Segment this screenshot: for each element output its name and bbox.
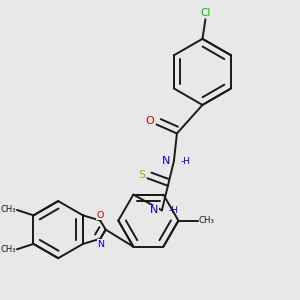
Text: O: O xyxy=(97,211,104,220)
Text: N: N xyxy=(162,156,171,166)
Text: Cl: Cl xyxy=(201,8,211,18)
Text: N: N xyxy=(150,206,159,215)
Text: -H: -H xyxy=(181,157,190,166)
Text: CH₃: CH₃ xyxy=(199,216,215,225)
Text: CH₃: CH₃ xyxy=(0,206,16,214)
Text: CH₃: CH₃ xyxy=(0,245,16,254)
Text: S: S xyxy=(138,170,145,180)
Text: N: N xyxy=(97,240,104,249)
Text: O: O xyxy=(146,116,154,126)
Text: -H: -H xyxy=(169,206,178,215)
